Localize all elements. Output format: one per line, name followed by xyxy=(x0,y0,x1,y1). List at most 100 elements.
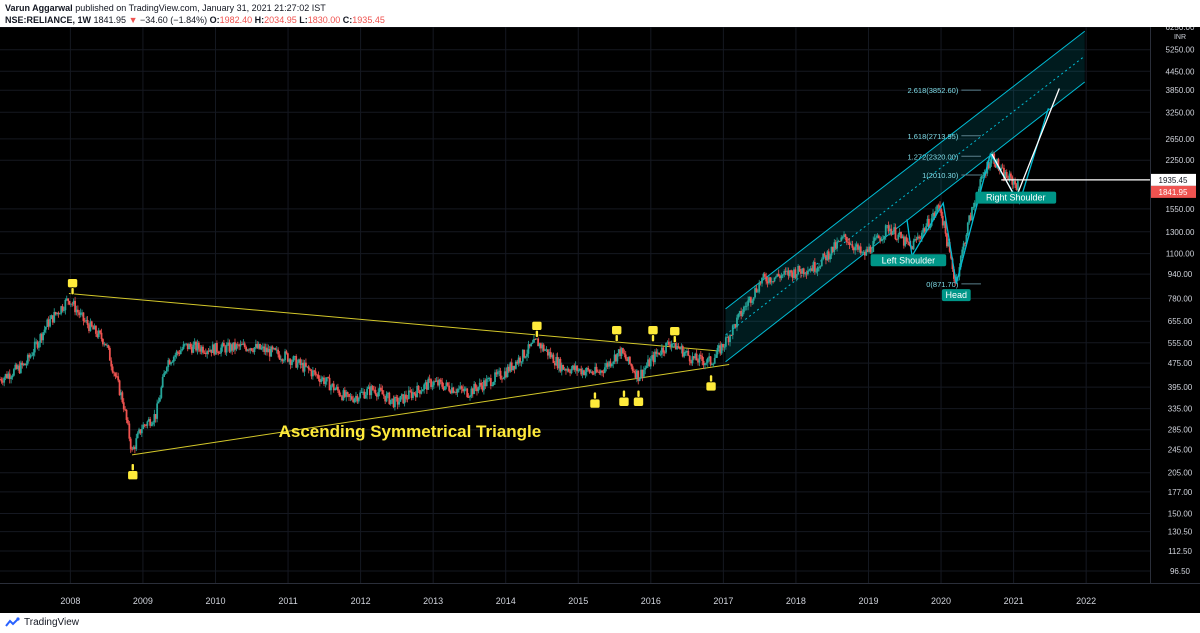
candle-body xyxy=(683,352,686,357)
hand-palm xyxy=(705,381,717,392)
candle-body xyxy=(642,369,645,377)
price-chart[interactable]: 2.618(3852.60) 1.618(2713.95) 1.272(2320.0… xyxy=(0,27,1200,613)
candle-body xyxy=(508,366,510,372)
candle-body xyxy=(947,242,950,247)
candle-body xyxy=(535,338,538,340)
candle-body xyxy=(36,341,39,348)
candle-body xyxy=(414,393,417,398)
candle-body xyxy=(844,234,847,237)
y-tick-label: 655.00 xyxy=(1168,317,1193,326)
candle-body xyxy=(1003,167,1005,179)
candle-body xyxy=(321,377,324,380)
candle-body xyxy=(1000,167,1003,170)
candle-body xyxy=(188,344,191,350)
candle-body xyxy=(195,341,197,351)
candle-body xyxy=(154,414,157,419)
candle-body xyxy=(692,356,695,359)
candle-body xyxy=(0,379,3,382)
candle-body xyxy=(291,361,293,365)
candle-body xyxy=(1004,171,1007,179)
y-tick-label: 112.50 xyxy=(1168,547,1192,556)
candle-body xyxy=(610,363,613,367)
candle-body xyxy=(457,388,460,390)
candle-body xyxy=(826,251,829,261)
candle-body xyxy=(419,390,421,394)
candle-body xyxy=(90,321,93,327)
candle-body xyxy=(193,341,196,345)
candle-body xyxy=(348,393,350,397)
candle-body xyxy=(35,341,38,343)
candle-body xyxy=(723,346,726,348)
candle-body xyxy=(182,344,185,349)
candle-body xyxy=(915,239,918,240)
candle-body xyxy=(837,240,840,242)
candle-body xyxy=(966,222,969,235)
candle-body xyxy=(922,228,925,233)
candle-body xyxy=(281,359,284,362)
low-value: 1830.00 xyxy=(307,15,341,25)
candle-body xyxy=(1016,181,1019,190)
candle-body xyxy=(929,225,932,229)
fib-label: 1.272(2320.00) xyxy=(907,152,958,161)
candle-body xyxy=(652,355,655,363)
candle-body xyxy=(629,356,631,364)
time-axis[interactable]: 2008 2009 2010 2011 2012 2013 2014 2015 2016 2017… xyxy=(60,596,1096,606)
candle-body xyxy=(698,354,701,363)
candle-body xyxy=(776,273,779,277)
candle-body xyxy=(890,228,893,235)
candle-body xyxy=(413,392,416,394)
hand-palm xyxy=(669,326,681,337)
candle-body xyxy=(524,356,527,358)
candle-body xyxy=(528,344,531,347)
candle-body xyxy=(578,368,581,370)
price-candles xyxy=(0,150,1019,454)
candle-body xyxy=(516,361,519,364)
candle-body xyxy=(677,346,680,348)
candle-body xyxy=(884,225,887,237)
candle-body xyxy=(699,354,702,356)
candle-body xyxy=(161,376,164,388)
symbol-label[interactable]: NSE:RELIANCE, 1W xyxy=(5,15,92,25)
candle-body xyxy=(159,397,161,402)
candle-body xyxy=(355,395,357,399)
candle-body xyxy=(259,343,261,350)
y-tick-label: 205.00 xyxy=(1168,469,1193,478)
candle-body xyxy=(381,390,384,395)
candle-body xyxy=(886,225,889,227)
candle-body xyxy=(647,359,649,367)
price-axis[interactable]: 6250.00 5250.00 4450.00 3850.00 3250.00 2650.… xyxy=(1166,27,1195,576)
candle-body xyxy=(449,390,452,394)
triangle-line-upper xyxy=(68,292,722,352)
candle-body xyxy=(171,361,174,363)
candle-body xyxy=(816,267,819,272)
tradingview-brand[interactable]: TradingView xyxy=(24,617,80,628)
candle-body xyxy=(766,281,769,284)
candle-body xyxy=(581,370,584,375)
candle-body xyxy=(43,329,46,333)
candle-body xyxy=(61,306,64,311)
candle-body xyxy=(60,306,63,314)
candle-body xyxy=(374,389,377,395)
candle-body xyxy=(307,366,310,370)
candle-body xyxy=(786,270,788,272)
candle-body xyxy=(483,380,485,391)
candle-body xyxy=(658,352,661,355)
candle-body xyxy=(934,211,937,216)
candle-body xyxy=(289,359,292,365)
author-name[interactable]: Varun Aggarwal xyxy=(5,3,73,13)
candle-body xyxy=(588,369,591,373)
candle-body xyxy=(902,236,905,246)
candle-body xyxy=(305,362,307,367)
candle-body xyxy=(220,347,222,354)
candle-body xyxy=(521,349,524,362)
candle-body xyxy=(858,246,861,250)
candle-body xyxy=(512,365,515,371)
candle-body xyxy=(733,324,736,326)
candle-body xyxy=(50,315,53,319)
candle-body xyxy=(594,366,597,374)
candle-body xyxy=(542,344,545,351)
candle-body xyxy=(815,271,818,273)
tradingview-logo-icon[interactable] xyxy=(5,617,21,629)
candle-body xyxy=(684,352,687,353)
candle-body xyxy=(197,342,200,349)
